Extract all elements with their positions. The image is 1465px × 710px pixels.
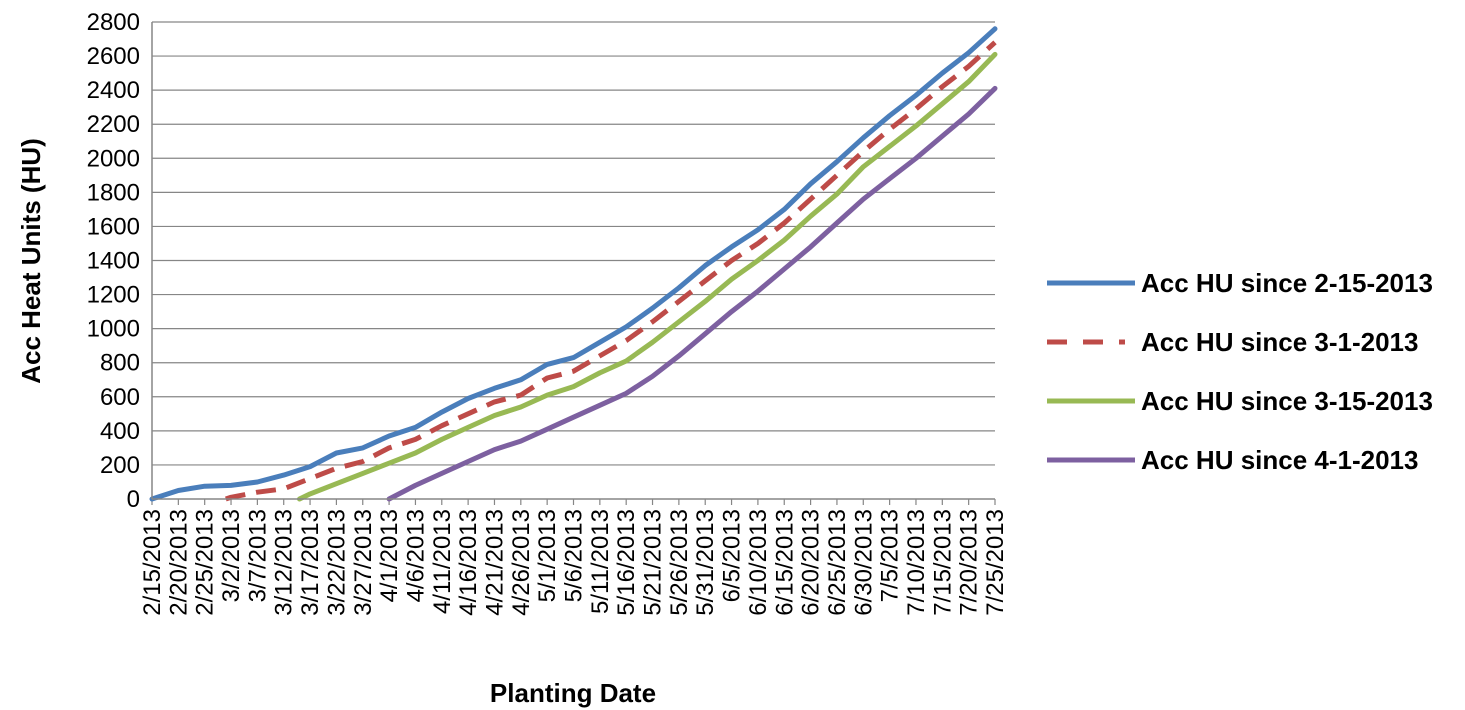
x-tick-label: 5/11/2013 xyxy=(587,509,614,614)
y-tick-label: 1200 xyxy=(87,282,140,309)
legend-label: Acc HU since 3-1-2013 xyxy=(1141,327,1418,357)
y-tick-label: 2600 xyxy=(87,43,140,70)
x-tick-label: 2/20/2013 xyxy=(165,509,192,616)
y-tick-label: 1800 xyxy=(87,179,140,206)
x-tick-label: 7/10/2013 xyxy=(903,509,930,616)
x-axis-ticks: 2/15/2013 2/20/2013 2/25/2013 3/2/2013 3/7/2… xyxy=(139,499,1009,616)
x-tick-label: 7/15/2013 xyxy=(929,509,956,616)
x-tick-label: 3/22/2013 xyxy=(323,509,350,616)
x-tick-label: 5/26/2013 xyxy=(666,509,693,616)
x-tick-label: 3/7/2013 xyxy=(244,509,271,602)
x-tick-label: 4/1/2013 xyxy=(376,509,403,602)
x-tick-label: 6/10/2013 xyxy=(745,509,772,616)
x-tick-label: 6/20/2013 xyxy=(798,509,825,616)
x-tick-label: 7/20/2013 xyxy=(956,509,983,616)
y-tick-label: 2200 xyxy=(87,111,140,138)
y-axis-title: Acc Heat Units (HU) xyxy=(16,138,46,384)
legend-label: Acc HU since 4-1-2013 xyxy=(1141,445,1418,475)
y-tick-label: 2400 xyxy=(87,77,140,104)
x-tick-label: 3/27/2013 xyxy=(350,509,377,616)
gridlines xyxy=(152,21,995,466)
y-tick-label: 1600 xyxy=(87,213,140,240)
x-tick-label: 6/30/2013 xyxy=(850,509,877,616)
x-tick-label: 3/2/2013 xyxy=(218,509,245,602)
x-tick-label: 2/25/2013 xyxy=(192,509,219,616)
y-tick-label: 1000 xyxy=(87,316,140,343)
x-tick-label: 5/6/2013 xyxy=(561,509,588,602)
x-tick-label: 5/16/2013 xyxy=(613,509,640,616)
x-tick-label: 2/15/2013 xyxy=(139,509,166,616)
x-tick-label: 6/25/2013 xyxy=(824,509,851,616)
y-tick-label: 0 xyxy=(127,486,140,513)
x-axis-title: Planting Date xyxy=(490,678,656,708)
x-tick-label: 4/6/2013 xyxy=(402,509,429,602)
series-line xyxy=(149,26,998,502)
series-line xyxy=(225,40,997,502)
legend-label: Acc HU since 2-15-2013 xyxy=(1141,268,1433,298)
x-tick-label: 4/11/2013 xyxy=(429,509,456,614)
x-tick-label: 3/12/2013 xyxy=(271,509,298,616)
x-tick-label: 4/16/2013 xyxy=(455,509,482,616)
y-tick-label: 600 xyxy=(100,384,140,411)
y-tick-label: 400 xyxy=(100,418,140,445)
x-tick-label: 3/17/2013 xyxy=(297,509,324,616)
series-line xyxy=(297,51,998,502)
x-tick-label: 6/15/2013 xyxy=(771,509,798,616)
y-tick-label: 2000 xyxy=(87,145,140,172)
y-tick-label: 200 xyxy=(100,452,140,479)
x-tick-label: 7/5/2013 xyxy=(877,509,904,602)
legend: Acc HU since 2-15-2013 Acc HU since 3-1-2… xyxy=(1047,268,1433,475)
y-tick-label: 800 xyxy=(100,350,140,377)
legend-label: Acc HU since 3-15-2013 xyxy=(1141,386,1433,416)
x-tick-label: 5/21/2013 xyxy=(640,509,667,616)
y-axis-ticks: 0 200 400 600 800 1000 1200 1400 1600 1800 2000 220… xyxy=(87,9,140,513)
y-tick-label: 1400 xyxy=(87,248,140,275)
x-tick-label: 6/5/2013 xyxy=(719,509,746,602)
x-tick-label: 5/1/2013 xyxy=(534,509,561,602)
series-lines xyxy=(149,26,998,502)
x-tick-label: 7/25/2013 xyxy=(982,509,1009,616)
series-line xyxy=(386,85,998,502)
x-tick-label: 5/31/2013 xyxy=(692,509,719,616)
x-tick-label: 4/26/2013 xyxy=(508,509,535,616)
x-tick-label: 4/21/2013 xyxy=(481,509,508,616)
y-tick-label: 2800 xyxy=(87,9,140,36)
